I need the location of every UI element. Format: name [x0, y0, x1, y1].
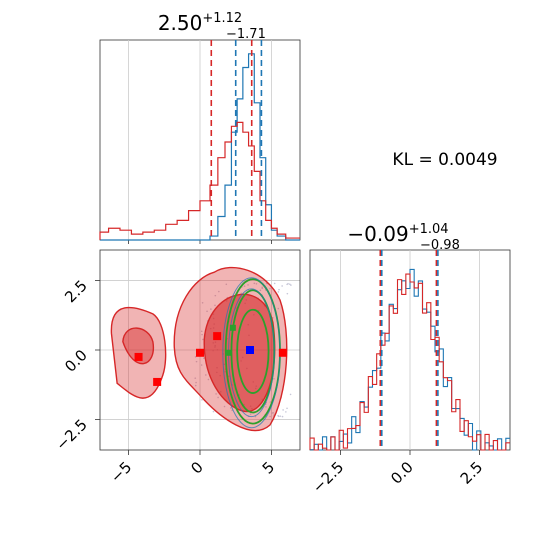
bottom-left-green-marker-0 — [229, 324, 236, 331]
bottom-left-red-marker-0 — [134, 352, 143, 361]
bottom-left-green-marker-1 — [225, 349, 232, 356]
bottom-right-xtick-label-1: 0.0 — [387, 458, 417, 488]
bottom-left-sample-point — [201, 333, 203, 336]
bottom-left-sample-point — [278, 288, 280, 291]
bottom-left-sample-point — [225, 283, 228, 286]
bottom-left-green-contour-2 — [236, 308, 270, 394]
bottom-left-sample-point — [282, 409, 284, 411]
bottom-left-contour-outer-left — [110, 306, 167, 399]
bottom-left-sample-point — [247, 284, 249, 286]
bottom-left-sample-point — [255, 282, 258, 285]
bottom-left-sample-point — [195, 360, 198, 363]
bottom-left-ytick-label-2: −2.5 — [52, 416, 90, 454]
bottom-right-title-main: −0.09 — [347, 222, 408, 246]
bottom-left-sample-point — [253, 282, 256, 285]
bottom-left-sample-point — [286, 407, 288, 410]
bottom-left-contour-mid-left — [122, 327, 155, 365]
bottom-left-sample-point — [269, 415, 271, 418]
top-left-title-main: 2.50 — [158, 11, 203, 35]
bottom-right-histogram-series-1 — [309, 273, 510, 451]
bottom-right-title: −0.09+1.04 — [347, 222, 448, 246]
bottom-left-sample-point — [207, 378, 210, 381]
top-left-title-sub: −1.71 — [226, 27, 266, 42]
bottom-left-sample-point — [277, 291, 280, 293]
top-left-histogram-series-0 — [100, 53, 300, 241]
bottom-left-sample-point — [249, 413, 252, 415]
bottom-left-sample-point — [279, 415, 282, 417]
bottom-left-red-marker-4 — [213, 332, 222, 341]
bottom-left-sample-point — [281, 285, 283, 287]
bottom-left-sample-point — [259, 289, 262, 292]
bottom-left-sample-point — [215, 393, 217, 395]
bottom-left-sample-point — [203, 357, 205, 359]
top-left-histogram-series-1 — [99, 121, 300, 240]
bottom-left-sample-point — [269, 401, 272, 403]
top-left-title-sup: +1.12 — [202, 11, 242, 26]
bottom-left-sample-point — [194, 355, 197, 358]
bottom-left-sample-point — [202, 338, 204, 341]
bottom-right-xtick-label-0: −2.5 — [309, 458, 347, 496]
bottom-left-sample-point — [277, 415, 280, 418]
bottom-left-sample-point — [212, 410, 215, 413]
bottom-left-sample-point — [289, 393, 292, 396]
bottom-left-sample-point — [281, 415, 284, 418]
bottom-left-sample-point — [214, 294, 217, 297]
bottom-left-sample-point — [269, 287, 271, 290]
bottom-left-red-marker-2 — [196, 348, 204, 357]
bottom-left-ytick-label-0: 2.5 — [61, 277, 91, 307]
bottom-left-sample-point — [205, 374, 207, 376]
bottom-left-sample-point — [201, 301, 204, 304]
bottom-left-xtick-label-2: 5 — [259, 458, 278, 477]
bottom-left-sample-point — [286, 283, 288, 286]
bottom-left-sample-point — [201, 399, 203, 401]
bottom-left-sample-point — [214, 304, 216, 307]
bottom-left-sample-point — [265, 406, 267, 408]
bottom-left-sample-point — [277, 307, 280, 310]
bottom-left-sample-point — [200, 364, 203, 366]
bottom-left-sample-point — [273, 378, 275, 380]
bottom-left-sample-point — [290, 284, 292, 286]
bottom-left-red-marker-3 — [278, 348, 287, 357]
bottom-left-sample-point — [273, 282, 276, 285]
bottom-left-sample-point — [200, 330, 203, 333]
bottom-left-sample-point — [223, 405, 226, 408]
bottom-right-xtick-label-2: 2.5 — [457, 458, 487, 488]
bottom-left-sample-point — [265, 282, 268, 285]
bottom-right-title-sub: −0.98 — [420, 238, 460, 253]
bottom-left-sample-point — [210, 308, 212, 310]
bottom-left-sample-point — [194, 377, 197, 379]
bottom-left-sample-point — [195, 381, 197, 384]
bottom-left-ytick-label-1: 0.0 — [61, 346, 91, 376]
bottom-left-xtick-label-0: −5 — [107, 458, 135, 486]
bottom-left-sample-point — [261, 286, 263, 289]
bottom-left-red-marker-1 — [153, 377, 162, 386]
bottom-right-title-sup: +1.04 — [409, 222, 449, 237]
bottom-left-sample-point — [194, 384, 197, 387]
bottom-left-sample-point — [286, 292, 289, 295]
top-left-title: 2.50+1.12 — [158, 11, 242, 35]
bottom-right-panel: −2.5 0.0 2.5 — [309, 249, 511, 497]
bottom-left-sample-point — [285, 411, 287, 413]
bottom-left-sample-point — [206, 310, 208, 313]
kl-divergence-label: KL = 0.0049 — [392, 150, 497, 170]
bottom-left-sample-point — [271, 412, 273, 414]
bottom-left-sample-point — [217, 396, 219, 399]
bottom-left-panel: −5 0 5 2.5 0.0 −2.5 — [52, 249, 301, 486]
bottom-left-sample-point — [243, 285, 246, 287]
bottom-left-sample-point — [229, 407, 232, 409]
bottom-left-xtick-label-1: 0 — [187, 458, 206, 477]
bottom-left-sample-point — [218, 290, 220, 293]
bottom-left-blue-marker-0 — [246, 346, 254, 354]
bottom-left-sample-point — [288, 283, 291, 285]
top-left-panel — [99, 39, 301, 244]
